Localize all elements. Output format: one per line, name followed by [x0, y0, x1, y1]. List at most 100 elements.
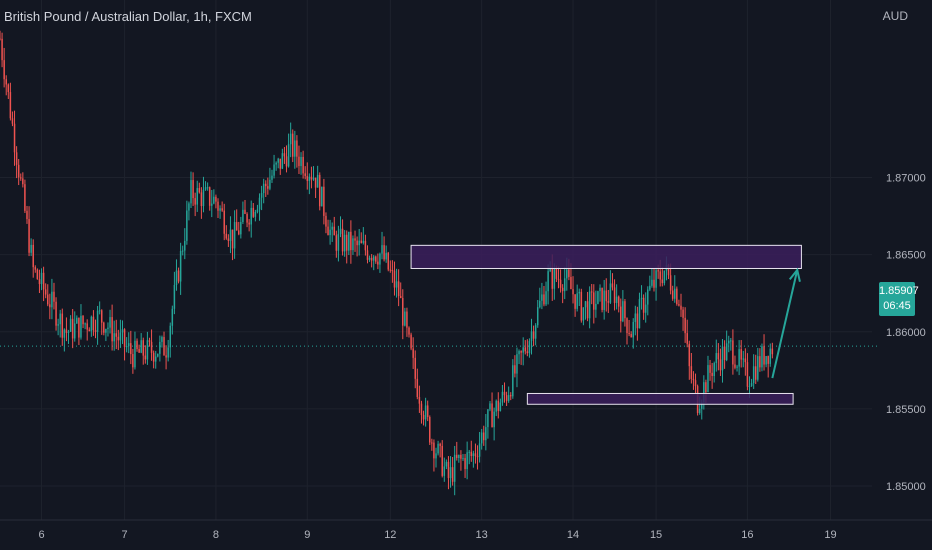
candle-body — [632, 321, 634, 338]
candle-body — [688, 343, 691, 367]
candle-body — [771, 348, 774, 355]
candle-body — [42, 272, 45, 290]
candle-body — [574, 294, 576, 309]
candle-body — [159, 341, 161, 354]
candle-body — [680, 305, 682, 310]
candle-body — [462, 458, 464, 460]
candle-body — [215, 196, 217, 202]
price-tick-label: 1.86500 — [886, 250, 926, 262]
candle-body — [337, 233, 340, 251]
candle-body — [730, 340, 732, 342]
candle-body — [412, 348, 414, 358]
candle-body — [240, 222, 242, 235]
candle-body — [588, 291, 591, 319]
candle-body — [44, 289, 47, 295]
candle-body — [217, 201, 219, 211]
candle-body — [308, 176, 311, 181]
candle-body — [53, 291, 55, 302]
candle-body — [472, 453, 475, 457]
candle-body — [343, 234, 346, 252]
candle-body — [418, 396, 421, 404]
candle-body — [703, 382, 705, 403]
candle-body — [231, 229, 234, 249]
exchange-label: FXCM — [215, 9, 252, 24]
candle-body — [9, 92, 12, 119]
candle-body — [318, 174, 321, 207]
zones[interactable] — [410, 244, 802, 405]
candle-body — [271, 175, 273, 180]
candle-body — [375, 256, 377, 262]
candle-body — [109, 317, 111, 328]
support-zone[interactable] — [526, 392, 794, 405]
candle-body — [24, 184, 26, 211]
candle-body — [250, 207, 252, 225]
candle-body — [325, 215, 327, 227]
candle-body — [0, 38, 1, 40]
candle-body — [437, 443, 439, 454]
candle-body — [17, 164, 20, 178]
candle-body — [86, 323, 88, 330]
candle-body — [736, 366, 738, 368]
candle-body — [740, 349, 742, 360]
candle-body — [611, 283, 614, 288]
time-tick-label: 9 — [304, 529, 310, 541]
candle-body — [595, 303, 597, 310]
candle-body — [584, 301, 587, 308]
candle-body — [103, 322, 105, 333]
candle-body — [576, 293, 578, 309]
candle-body — [505, 395, 508, 401]
candle-body — [636, 313, 639, 329]
candle-body — [190, 180, 192, 204]
candle-body — [532, 331, 535, 339]
time-tick-label: 6 — [38, 529, 44, 541]
candle-body — [269, 179, 271, 189]
arrow-line[interactable] — [771, 269, 799, 379]
candle-body — [723, 346, 726, 360]
price-tick-label: 1.85500 — [886, 404, 926, 416]
price-axis[interactable]: 1.85000 1.85500 1.86000 1.86500 1.87000 — [886, 172, 926, 493]
candle-body — [144, 355, 147, 360]
resistance-zone[interactable] — [410, 244, 802, 269]
candle-body — [229, 229, 232, 241]
candle-body — [534, 325, 537, 339]
candle-body — [142, 340, 145, 356]
candle-body — [188, 203, 190, 211]
candle-body — [289, 133, 292, 145]
candle-body — [1, 38, 3, 61]
candle-body — [113, 333, 115, 342]
candle-body — [769, 348, 772, 364]
candle-body — [721, 346, 724, 371]
candle-body — [597, 291, 599, 304]
candle-body — [655, 270, 657, 288]
title-separator-2: , — [207, 9, 216, 24]
candle-body — [260, 193, 263, 198]
candle-body — [657, 270, 659, 272]
candle-body — [613, 287, 616, 303]
candle-body — [694, 380, 697, 387]
candle-body — [202, 189, 205, 207]
arrow-head[interactable] — [788, 267, 801, 282]
candle-body — [34, 267, 37, 270]
bar-countdown: 06:45 — [883, 300, 911, 312]
candle-body — [221, 208, 223, 211]
candle-body — [130, 343, 132, 355]
candle-body — [640, 297, 643, 300]
candle-body — [408, 327, 410, 335]
candle-body — [341, 228, 344, 252]
candle-body — [453, 454, 456, 482]
projection-arrow[interactable] — [771, 267, 801, 379]
candle-body — [599, 287, 601, 292]
candle-body — [20, 177, 22, 179]
candle-body — [316, 174, 319, 188]
candle-body — [399, 296, 402, 299]
candle-body — [138, 349, 140, 353]
candle-body — [47, 294, 49, 305]
candle-body — [451, 467, 454, 482]
candle-body — [298, 156, 300, 167]
candle-body — [545, 291, 547, 305]
time-axis[interactable]: 6 7 8 9 12 13 14 15 16 19 — [0, 519, 932, 541]
candle-body — [98, 310, 101, 312]
candle-body — [651, 279, 653, 286]
